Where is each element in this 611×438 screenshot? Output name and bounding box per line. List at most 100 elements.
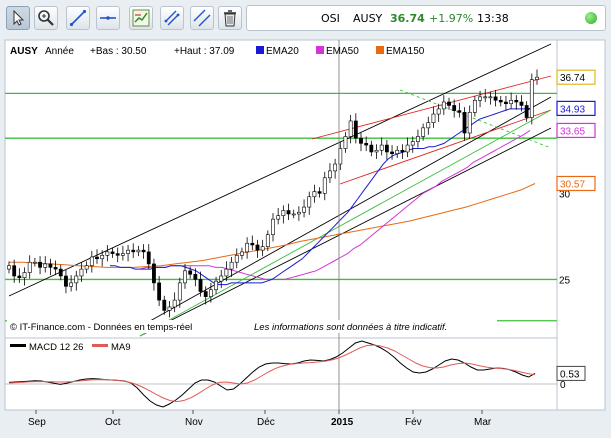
candle-body [255, 244, 260, 251]
candle-body [95, 256, 99, 260]
quote-symbol: AUSY [353, 12, 383, 25]
quote-price: 36.74 [390, 12, 425, 25]
parallel-lines-icon [193, 9, 211, 27]
channel-tool-button[interactable] [160, 6, 184, 30]
candle-body [483, 96, 488, 99]
candle-body [177, 282, 182, 301]
candle-body [395, 149, 400, 154]
cursor-tool-button[interactable] [6, 6, 30, 30]
candle-body [529, 79, 534, 118]
trash-icon [224, 10, 236, 27]
date-axis-label: Oct [105, 417, 121, 428]
candle-body [58, 268, 63, 277]
candle-body [203, 291, 208, 297]
candle-body [307, 196, 312, 208]
red-channel-lower-line [339, 109, 552, 185]
candle-body [348, 120, 353, 137]
candle-body [488, 96, 493, 99]
channel-lower-line [139, 127, 552, 337]
trendline-tool-button[interactable] [66, 6, 90, 30]
date-axis-label: Fév [405, 417, 422, 428]
parallel-lines-tool-button[interactable] [190, 6, 214, 30]
footer-disclaimer: Les informations sont données à titre in… [254, 322, 447, 333]
chart-symbol: AUSY [10, 46, 38, 57]
candle-body [172, 299, 177, 308]
candle-body [421, 127, 426, 137]
candle-body [120, 253, 125, 256]
candle-body [152, 263, 156, 284]
price-tag-label: 34.93 [560, 104, 585, 115]
indicators-icon [132, 9, 150, 27]
green-trend-line [139, 109, 552, 337]
candle-body [519, 101, 524, 106]
candle-body [271, 218, 275, 235]
candle-body [359, 137, 363, 144]
cursor-icon [13, 9, 25, 26]
candle-body [240, 251, 244, 256]
candle-body [12, 265, 17, 277]
macd-value-label: 0.53 [560, 369, 580, 380]
macd-line [8, 340, 536, 408]
candle-body [276, 215, 281, 220]
price-panel[interactable] [4, 39, 558, 339]
chart-low: +Bas : 30.50 [90, 46, 147, 57]
footer-copyright: © IT-Finance.com - Données en temps-réel [10, 322, 192, 333]
candle-body [100, 255, 105, 260]
candle-body [286, 210, 291, 215]
candle-body [312, 191, 317, 198]
candle-body [410, 141, 415, 146]
candle-body [208, 289, 213, 297]
candle-body [369, 144, 374, 153]
legend-swatch [256, 46, 264, 54]
candle-body [514, 99, 519, 103]
channel-icon [164, 10, 180, 26]
candle-body [136, 249, 141, 253]
candle-body [452, 105, 457, 111]
date-axis-label: Nov [185, 417, 203, 428]
toolbar: OSI AUSY 36.74 +1.97% 13:38 [0, 0, 611, 36]
quote-market: OSI [321, 12, 340, 25]
candle-body [431, 113, 436, 123]
chart-period: Année [45, 46, 74, 57]
candle-body [193, 273, 198, 280]
candle-body [146, 251, 151, 265]
footer-background [7, 320, 497, 333]
candle-body [524, 105, 529, 118]
date-axis-label: Déc [257, 417, 275, 428]
candle-body [110, 251, 115, 254]
ema150-line [9, 183, 536, 268]
price-tick-label: 30 [559, 189, 571, 200]
signal-legend-label: MA9 [111, 342, 131, 353]
delete-tool-button[interactable] [218, 6, 242, 30]
candle-body [426, 122, 431, 129]
horizontal-line-tool-button[interactable] [96, 6, 120, 30]
legend-swatch [376, 46, 384, 54]
candle-body [198, 279, 203, 292]
horizontal-line-icon [100, 16, 116, 20]
candle-body [167, 306, 172, 311]
date-axis-label: Sep [28, 417, 46, 428]
candle-body [416, 136, 420, 142]
price-tag-box [556, 69, 596, 85]
candle-body [89, 256, 94, 266]
candle-body [79, 268, 84, 277]
candle-body [390, 151, 394, 154]
candle-body [291, 213, 296, 216]
candle-body [467, 112, 472, 134]
trendline-icon [69, 9, 87, 27]
chart-canvas[interactable]: 25303536.7434.9333.6530.57AUSYAnnée+Bas … [0, 36, 611, 438]
price-tag-box [556, 100, 596, 116]
candle-body [7, 265, 11, 270]
indicators-tool-button[interactable] [129, 6, 153, 30]
price-tag-box [556, 175, 596, 192]
candle-body [317, 191, 322, 194]
candle-body [265, 234, 270, 248]
legend-label: EMA150 [386, 46, 425, 57]
price-tag-label: 30.57 [560, 179, 585, 190]
zoom-icon [38, 10, 54, 26]
candle-body [260, 246, 265, 251]
candle-body [141, 249, 146, 253]
zoom-tool-button[interactable] [34, 6, 58, 30]
candle-body [328, 170, 332, 179]
macd-legend-label: MACD 12 26 [29, 342, 83, 353]
